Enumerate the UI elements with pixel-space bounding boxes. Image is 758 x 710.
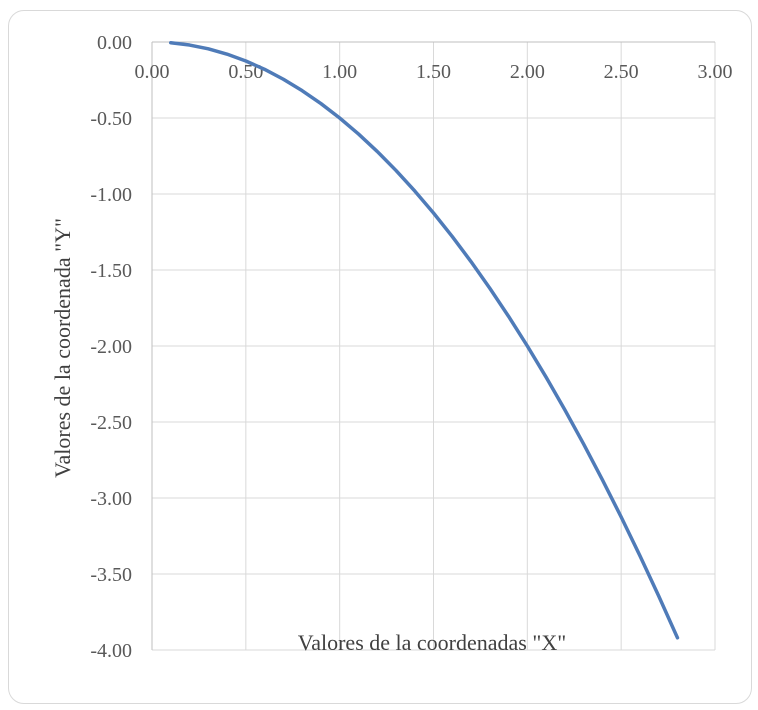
y-tick-label: -4.00 <box>90 640 132 662</box>
x-tick-label: 1.00 <box>322 61 357 83</box>
x-tick-label: 1.50 <box>416 61 451 83</box>
y-tick-label: -1.00 <box>90 184 132 206</box>
y-axis-title: Valores de la coordenada "Y" <box>50 218 75 478</box>
chart-frame <box>8 10 752 704</box>
tick-labels: 0.00 0.50 1.00 1.50 2.00 2.50 3.00 0.00 -0.50 -1.… <box>90 32 732 662</box>
y-tick-label: -0.50 <box>90 108 132 130</box>
y-tick-label: -1.50 <box>90 260 132 282</box>
y-tick-label: -3.00 <box>90 488 132 510</box>
y-tick-label: 0.00 <box>97 32 132 54</box>
series-line <box>169 41 680 640</box>
y-tick-label: -2.50 <box>90 412 132 434</box>
series-layer <box>169 41 680 640</box>
x-tick-label: 0.00 <box>135 61 170 83</box>
axes <box>151 41 715 650</box>
y-tick-label: -3.50 <box>90 564 132 586</box>
x-axis-title: Valores de la coordenadas "X" <box>298 630 566 655</box>
y-tick-label: -2.00 <box>90 336 132 358</box>
x-tick-label: 3.00 <box>698 61 733 83</box>
x-tick-label: 2.50 <box>604 61 639 83</box>
x-tick-label: 2.00 <box>510 61 545 83</box>
gridlines <box>151 41 716 651</box>
x-tick-label: 0.50 <box>228 61 263 83</box>
